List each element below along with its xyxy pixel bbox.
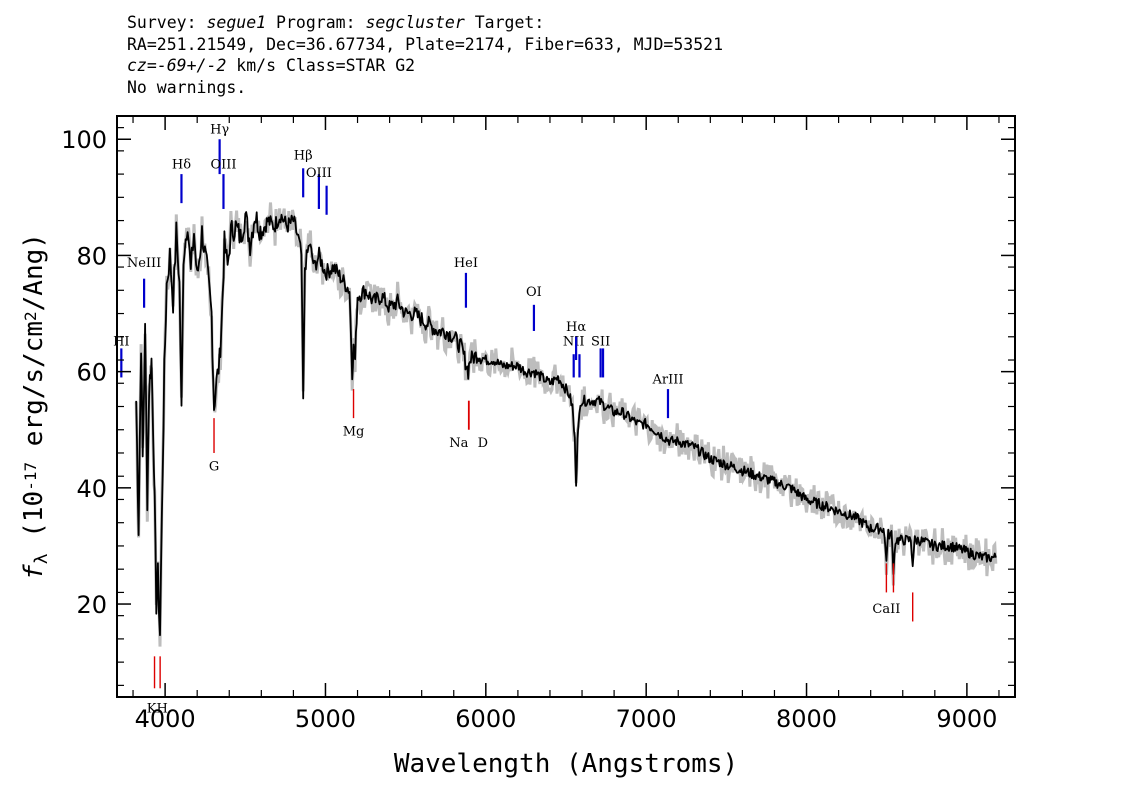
y-axis-title: fλ (10-17 erg/s/cm2/Ang) [19,233,52,580]
flux-series [135,211,997,637]
y-tick-label: 20 [76,591,107,619]
emission-label-hγ-1: Hγ [210,122,229,137]
x-tick-label: 7000 [616,705,677,733]
emission-label-neiii-14: NeIII [127,256,161,271]
cz-value: -69+/-2 [156,56,227,75]
warnings-line: No warnings. [127,77,247,97]
y-tick-label: 40 [76,475,107,503]
emission-label-oi-7: OI [526,285,542,300]
emission-label-oiii-4: OIII [306,166,332,181]
line-markers: HδHγOIIIHβOIIIHeIOINIIHαSIIArIIINeIIIHIG… [113,122,914,717]
emission-label-hδ-0: Hδ [172,157,191,172]
y-tick-label: 60 [76,359,107,387]
error-line [134,202,998,647]
flux-line [135,211,997,637]
absorption-label-kh: KH [147,702,168,717]
survey-label: Survey: [127,13,197,32]
y-tick-label: 100 [61,126,107,154]
axis-ticks: 4000 5000 6000 7000 8000 9000 20 40 60 80 100 [61,116,1015,733]
emission-label-sii-11: SII [591,334,610,349]
program-label: Program: [276,13,356,32]
emission-label-hβ-3: Hβ [294,149,313,164]
absorption-label-d: D [478,436,488,451]
absorption-label-g-2: G [209,459,219,474]
x-tick-label: 9000 [936,705,997,733]
absorption-label-mg-3: Mg [343,425,365,440]
program-value: segcluster [365,13,465,32]
target-label: Target: [474,13,545,32]
coordinates-line: RA=251.21549, Dec=36.67734, Plate=2174, … [127,34,724,54]
x-tick-label: 8000 [776,705,837,733]
x-tick-label: 6000 [455,705,516,733]
spectrum-header: Survey: segue1 Program: segcluster Targe… [127,12,723,98]
x-tick-label: 5000 [295,705,356,733]
emission-label-hα-9: Hα [566,320,586,335]
error-band [134,202,998,647]
absorption-label-na: Na [449,436,468,451]
absorption-label-caii-6: CaII [872,602,900,617]
emission-label-nii-8: NII [563,334,585,349]
x-axis-title: Wavelength (Angstroms) [394,749,738,779]
y-tick-label: 80 [76,242,107,270]
emission-label-oiii-2: OIII [210,157,236,172]
cz-rest: km/s Class=STAR G2 [226,56,416,75]
emission-label-hei-6: HeI [454,256,478,271]
x-tick-label: 4000 [135,705,196,733]
cz-label: cz= [127,56,157,75]
survey-value: segue1 [206,13,267,32]
emission-label-ariii-13: ArIII [651,372,683,387]
